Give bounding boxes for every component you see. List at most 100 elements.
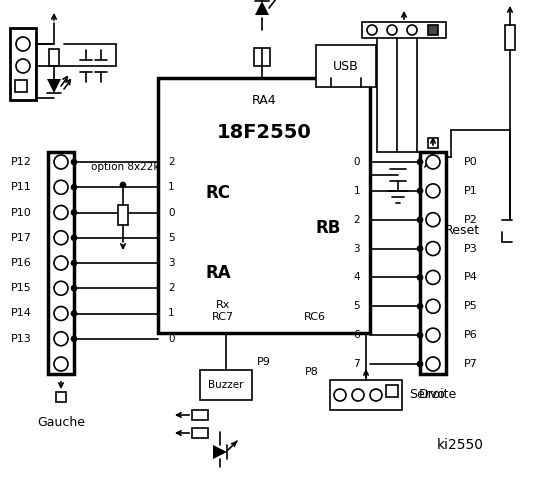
Circle shape xyxy=(54,155,68,169)
Text: 4: 4 xyxy=(353,273,360,282)
Circle shape xyxy=(417,361,423,367)
Bar xyxy=(118,205,128,225)
Circle shape xyxy=(71,235,77,241)
Text: 0: 0 xyxy=(353,157,360,167)
Circle shape xyxy=(387,25,397,35)
Text: 3: 3 xyxy=(353,243,360,253)
Polygon shape xyxy=(213,445,227,459)
Text: 2: 2 xyxy=(168,283,175,293)
Bar xyxy=(15,80,27,92)
Circle shape xyxy=(54,281,68,295)
Bar xyxy=(56,392,66,402)
Text: ki2550: ki2550 xyxy=(436,438,483,452)
Bar xyxy=(158,78,370,333)
Text: P6: P6 xyxy=(464,330,478,340)
Circle shape xyxy=(334,389,346,401)
Bar xyxy=(254,48,270,66)
Text: P1: P1 xyxy=(464,186,478,196)
Bar xyxy=(49,49,59,66)
Circle shape xyxy=(54,231,68,245)
Text: 1: 1 xyxy=(168,309,175,319)
Text: RA4: RA4 xyxy=(252,94,276,107)
Text: RA: RA xyxy=(205,264,231,282)
Circle shape xyxy=(54,180,68,194)
Circle shape xyxy=(417,188,423,194)
Text: P17: P17 xyxy=(11,233,32,243)
Circle shape xyxy=(417,332,423,338)
Text: 6: 6 xyxy=(353,330,360,340)
Text: 3: 3 xyxy=(168,258,175,268)
Circle shape xyxy=(426,213,440,227)
Circle shape xyxy=(417,159,423,165)
Bar xyxy=(505,25,515,50)
Circle shape xyxy=(417,216,423,223)
Text: 1: 1 xyxy=(168,182,175,192)
Bar xyxy=(192,410,208,420)
Circle shape xyxy=(71,184,77,190)
Circle shape xyxy=(367,25,377,35)
Circle shape xyxy=(54,256,68,270)
Text: 2: 2 xyxy=(168,157,175,167)
Text: 7: 7 xyxy=(353,359,360,369)
Bar xyxy=(362,22,446,38)
Circle shape xyxy=(426,241,440,255)
Text: 5: 5 xyxy=(353,301,360,312)
Circle shape xyxy=(417,246,423,252)
Circle shape xyxy=(16,59,30,73)
Bar xyxy=(420,152,446,374)
Text: 0: 0 xyxy=(168,207,175,217)
Circle shape xyxy=(71,311,77,316)
Text: P5: P5 xyxy=(464,301,478,312)
Text: Reset: Reset xyxy=(445,225,480,238)
Text: P9: P9 xyxy=(257,357,271,367)
Text: P8: P8 xyxy=(305,367,319,377)
Text: RC: RC xyxy=(206,184,231,202)
Text: P7: P7 xyxy=(464,359,478,369)
Text: P16: P16 xyxy=(11,258,32,268)
Circle shape xyxy=(54,357,68,371)
Circle shape xyxy=(426,328,440,342)
Bar xyxy=(428,25,438,35)
Text: 0: 0 xyxy=(168,334,175,344)
Text: 2: 2 xyxy=(353,215,360,225)
Circle shape xyxy=(426,155,440,169)
Circle shape xyxy=(352,389,364,401)
Text: P2: P2 xyxy=(464,215,478,225)
Circle shape xyxy=(71,209,77,216)
Circle shape xyxy=(16,37,30,51)
Text: Gauche: Gauche xyxy=(37,416,85,429)
Text: 18F2550: 18F2550 xyxy=(217,123,311,143)
Text: P3: P3 xyxy=(464,243,478,253)
Polygon shape xyxy=(47,79,61,93)
Bar xyxy=(192,428,208,438)
Circle shape xyxy=(426,300,440,313)
Text: Servo: Servo xyxy=(409,388,445,401)
Circle shape xyxy=(71,260,77,266)
Circle shape xyxy=(417,275,423,280)
Text: USB: USB xyxy=(333,60,359,72)
Bar xyxy=(330,380,402,410)
Text: 1: 1 xyxy=(353,186,360,196)
Text: P10: P10 xyxy=(11,207,32,217)
Circle shape xyxy=(407,25,417,35)
Text: P14: P14 xyxy=(11,309,32,319)
Text: P15: P15 xyxy=(11,283,32,293)
Bar xyxy=(386,385,398,397)
Circle shape xyxy=(54,332,68,346)
Text: Rx: Rx xyxy=(216,300,230,310)
Bar xyxy=(200,370,252,400)
Circle shape xyxy=(426,270,440,285)
Text: P12: P12 xyxy=(11,157,32,167)
Text: P4: P4 xyxy=(464,273,478,282)
Bar xyxy=(48,152,74,374)
Circle shape xyxy=(71,336,77,342)
Bar xyxy=(316,45,376,87)
Text: P11: P11 xyxy=(11,182,32,192)
Bar xyxy=(10,28,36,100)
Text: RC7: RC7 xyxy=(212,312,234,322)
Circle shape xyxy=(426,357,440,371)
Text: RB: RB xyxy=(315,219,341,237)
Circle shape xyxy=(54,205,68,219)
Circle shape xyxy=(54,307,68,321)
Circle shape xyxy=(370,389,382,401)
